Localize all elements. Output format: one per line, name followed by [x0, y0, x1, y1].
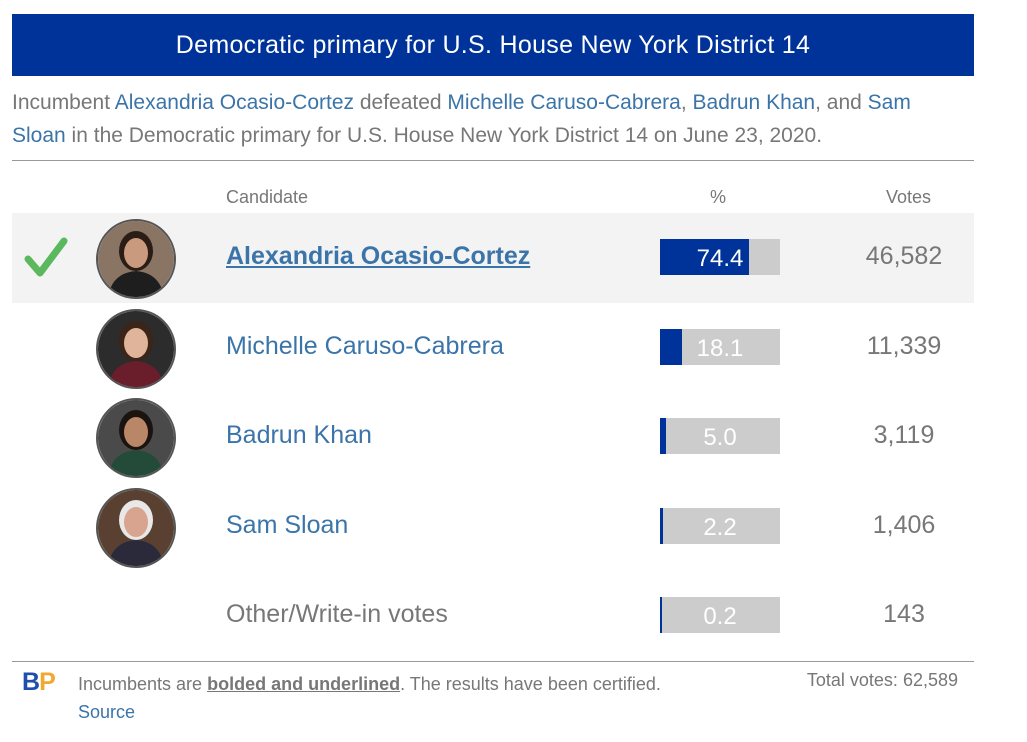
- logo-letter-p: P: [39, 667, 56, 696]
- percent-bar-fill: [660, 239, 749, 275]
- page-title: Democratic primary for U.S. House New Yo…: [12, 14, 974, 76]
- column-header-votes: Votes: [886, 187, 932, 207]
- winner-check-icon: [24, 237, 68, 277]
- percent-value: 2.2: [703, 513, 737, 541]
- candidate-link-ocasio-cortez[interactable]: Alexandria Ocasio-Cortez: [114, 91, 354, 114]
- ballotpedia-logo[interactable]: BP: [22, 667, 56, 697]
- intro-text: Incumbent Alexandria Ocasio-Cortez defea…: [12, 86, 974, 152]
- percent-value: 18.1: [696, 334, 744, 362]
- footer-note: Incumbents are bolded and underlined. Th…: [78, 670, 718, 726]
- person-avatar-icon: [96, 398, 176, 478]
- results-table-header: Candidate % Votes: [12, 161, 974, 213]
- logo-letter-b: B: [22, 667, 40, 696]
- intro-text-part: , and: [815, 91, 868, 114]
- percent-value: 0.2: [703, 603, 737, 630]
- percent-bar: 18.1: [660, 328, 780, 365]
- percent-value: 5.0: [703, 424, 737, 451]
- intro-text-part: defeated: [354, 91, 448, 114]
- vote-count: 46,582: [865, 242, 943, 270]
- intro-text-part: in the Democratic primary for U.S. House…: [65, 124, 823, 147]
- vote-count: 143: [883, 600, 925, 628]
- percent-value: 74.4: [696, 245, 744, 272]
- column-header-candidate: Candidate: [226, 187, 309, 207]
- vote-count: 1,406: [872, 510, 936, 539]
- candidate-row: Michelle Caruso-Cabrera 18.1 11,339: [12, 303, 974, 393]
- percent-bar-fill: [660, 597, 662, 633]
- footer-note-bold: bolded and underlined: [207, 673, 401, 694]
- percent-bar-fill: [660, 328, 682, 365]
- candidate-name[interactable]: Alexandria Ocasio-Cortez: [226, 242, 531, 270]
- candidate-name[interactable]: Sam Sloan: [226, 510, 349, 539]
- candidate-link-sloan[interactable]: Sam Sloan: [12, 91, 911, 147]
- candidate-link-caruso-cabrera[interactable]: Michelle Caruso-Cabrera: [447, 91, 681, 114]
- percent-bar-fill: [660, 418, 666, 454]
- footer-note-part: . The results have been certified.: [400, 673, 661, 694]
- candidate-row: Other/Write-in votes 0.2 143: [12, 571, 974, 661]
- candidate-row: Alexandria Ocasio-Cortez 74.4 46,582: [12, 213, 974, 303]
- vote-count: 11,339: [866, 331, 942, 360]
- percent-bar-fill: [660, 507, 663, 544]
- divider: [12, 660, 974, 662]
- candidate-row: Badrun Khan 5.0 3,119: [12, 392, 974, 482]
- candidate-row: Sam Sloan 2.2 1,406: [12, 482, 974, 572]
- percent-bar: 2.2: [660, 507, 780, 544]
- total-votes: Total votes: 62,589: [806, 669, 958, 690]
- vote-count: 3,119: [873, 421, 935, 449]
- footer-note-part: Incumbents are: [78, 673, 208, 694]
- footer: BP Incumbents are bolded and underlined.…: [12, 662, 974, 732]
- person-avatar-icon: [96, 308, 176, 389]
- column-header-percent: %: [710, 187, 727, 207]
- candidate-name[interactable]: Badrun Khan: [226, 421, 372, 449]
- candidate-name: Other/Write-in votes: [226, 600, 448, 628]
- intro-text-part: Incumbent: [12, 91, 115, 114]
- candidate-link-khan[interactable]: Badrun Khan: [692, 91, 816, 114]
- candidate-name[interactable]: Michelle Caruso-Cabrera: [226, 331, 504, 360]
- page-title-text: Democratic primary for U.S. House New Yo…: [175, 30, 811, 59]
- percent-bar: 5.0: [660, 418, 780, 454]
- person-avatar-icon: [96, 219, 176, 299]
- intro-text-part: ,: [680, 91, 693, 114]
- source-link[interactable]: Source: [78, 701, 136, 722]
- divider: [12, 160, 974, 161]
- percent-bar: 0.2: [660, 597, 780, 633]
- percent-bar: 74.4: [660, 239, 780, 275]
- results-table-body: Alexandria Ocasio-Cortez 74.4 46,582 Michel…: [12, 213, 974, 661]
- person-avatar-icon: [96, 487, 176, 568]
- results-widget: Democratic primary for U.S. House New Yo…: [12, 14, 974, 732]
